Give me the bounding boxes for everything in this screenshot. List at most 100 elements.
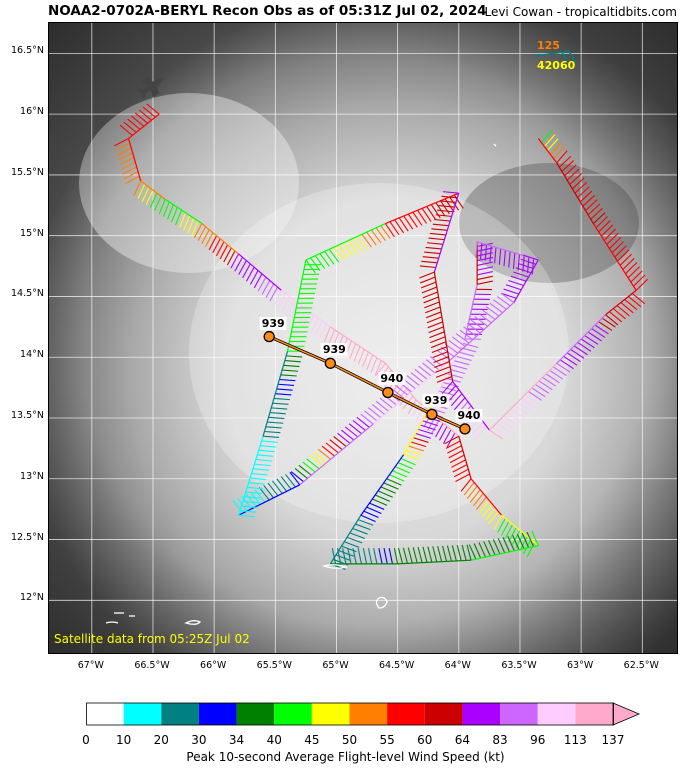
- wind-barb: [370, 357, 378, 373]
- wind-barb: [386, 478, 402, 486]
- wind-barb: [577, 342, 592, 352]
- wind-barb: [145, 189, 154, 205]
- wind-barb: [483, 541, 491, 557]
- center-fix-marker[interactable]: [324, 357, 337, 369]
- wind-barb: [435, 422, 444, 438]
- center-fix-marker[interactable]: [382, 386, 394, 399]
- track-segment: [433, 272, 454, 382]
- track-segment: [262, 350, 289, 437]
- wind-barb: [238, 514, 255, 518]
- wind-barb: [201, 229, 210, 245]
- wind-barb: [298, 308, 307, 324]
- center-fix-marker[interactable]: [426, 408, 438, 421]
- track-segment: [127, 138, 142, 182]
- wind-barb: [378, 548, 383, 564]
- wind-barb: [563, 355, 578, 366]
- wind-barb: [427, 546, 433, 563]
- wind-barb: [449, 454, 465, 464]
- wind-barb: [445, 440, 461, 449]
- wind-barb: [412, 547, 418, 564]
- wind-barb: [183, 215, 191, 231]
- wind-barb: [252, 468, 269, 471]
- colorbar-tick-label: 113: [563, 733, 587, 747]
- wind-barb: [374, 494, 391, 502]
- wind-barb: [408, 445, 424, 452]
- track-segment: [305, 222, 386, 261]
- wind-barb: [356, 236, 368, 250]
- wind-barb: [521, 532, 530, 548]
- wind-barb: [438, 390, 455, 396]
- wind-barb: [257, 454, 274, 457]
- wind-barb: [410, 372, 424, 383]
- colorbar-tick-label: 30: [191, 733, 207, 747]
- wind-barb: [478, 312, 492, 324]
- island-coastline: [321, 564, 349, 569]
- wind-barb: [635, 278, 649, 291]
- track-segment: [470, 545, 539, 561]
- wind-barb: [433, 356, 449, 363]
- wind-barb: [422, 420, 439, 427]
- lon-tick-label: 66.5°W: [134, 660, 170, 671]
- wind-barb: [268, 416, 285, 420]
- center-fix-marker[interactable]: [263, 330, 275, 343]
- wind-barb: [452, 336, 466, 347]
- colorbar-tick-label: 137: [601, 733, 625, 747]
- center-pressure-label: 940: [455, 408, 483, 422]
- wind-barb: [447, 373, 464, 379]
- wind-barb: [372, 498, 388, 506]
- wind-barb: [333, 436, 347, 447]
- wind-barb: [477, 261, 493, 266]
- wind-barb: [475, 425, 487, 439]
- wind-barb: [518, 262, 534, 270]
- wind-barb: [540, 130, 553, 143]
- wind-barb: [510, 408, 525, 419]
- wind-barb: [258, 487, 270, 501]
- wind-barb: [422, 362, 436, 374]
- wind-barb: [620, 302, 634, 314]
- wind-barb: [628, 296, 642, 308]
- wind-barb: [323, 326, 331, 342]
- wind-barb: [264, 430, 281, 434]
- wind-barb: [584, 335, 599, 345]
- lon-tick-label: 65°W: [322, 660, 349, 671]
- wind-barb: [522, 254, 539, 261]
- wind-barb: [369, 502, 385, 510]
- wind-barb: [226, 250, 236, 266]
- wind-barb: [397, 547, 404, 564]
- map-panel[interactable]: [48, 22, 678, 654]
- wind-barb: [290, 471, 304, 483]
- wind-barb: [627, 266, 640, 279]
- center-track-line: [330, 362, 389, 394]
- track-segment: [385, 192, 460, 225]
- wind-barb: [341, 429, 355, 441]
- track-segment: [286, 259, 307, 352]
- wind-barb: [503, 288, 519, 295]
- wind-barb: [438, 426, 448, 441]
- wind-barb: [502, 537, 510, 553]
- map-canvas[interactable]: [49, 23, 678, 654]
- lat-tick-label: 14.5°N: [10, 288, 44, 300]
- wind-barb: [407, 399, 417, 415]
- wind-barb: [258, 449, 275, 453]
- wind-barb: [415, 432, 431, 439]
- track-segment: [403, 399, 435, 455]
- wind-barb: [261, 280, 271, 295]
- wind-barb: [526, 531, 535, 547]
- wind-barb: [587, 331, 602, 342]
- wind-barb: [289, 471, 301, 486]
- wind-barb: [127, 118, 141, 130]
- lat-tick-label: 13°N: [20, 470, 44, 482]
- wind-barb: [375, 227, 386, 242]
- wind-barb: [344, 426, 359, 438]
- wind-barb: [429, 331, 445, 339]
- wind-barb: [564, 164, 577, 177]
- wind-barb: [570, 348, 585, 359]
- center-fix-marker[interactable]: [459, 423, 471, 435]
- wind-barb: [508, 280, 524, 287]
- lat-tick-label: 16.5°N: [10, 45, 44, 57]
- wind-barb: [477, 275, 493, 281]
- wind-barb: [419, 271, 435, 279]
- wind-barb: [368, 407, 382, 419]
- wind-barb: [527, 257, 530, 274]
- lon-tick-label: 63.5°W: [501, 660, 537, 671]
